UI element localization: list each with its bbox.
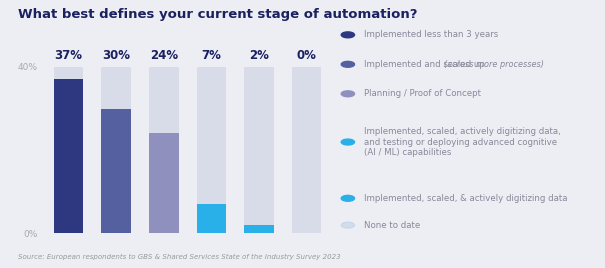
Text: Implemented, scaled, actively digitizing data,: Implemented, scaled, actively digitizing… <box>364 127 560 136</box>
Bar <box>102 109 131 233</box>
Bar <box>102 67 131 233</box>
Bar <box>244 67 273 233</box>
Bar <box>149 67 178 233</box>
Bar <box>292 67 321 233</box>
Text: (AI / ML) capabilities: (AI / ML) capabilities <box>364 148 451 157</box>
Text: (across more processes): (across more processes) <box>444 60 544 69</box>
Text: 37%: 37% <box>54 49 82 62</box>
Text: What best defines your current stage of automation?: What best defines your current stage of … <box>18 8 417 21</box>
Bar <box>149 133 178 233</box>
Text: Implemented and scaled up: Implemented and scaled up <box>364 60 487 69</box>
Bar <box>54 79 83 233</box>
Text: Planning / Proof of Concept: Planning / Proof of Concept <box>364 89 480 98</box>
Bar <box>244 225 273 233</box>
Text: None to date: None to date <box>364 221 420 230</box>
Text: 2%: 2% <box>249 49 269 62</box>
Bar <box>54 67 83 233</box>
Text: 30%: 30% <box>102 49 130 62</box>
Text: 0%: 0% <box>296 49 316 62</box>
Bar <box>197 204 226 233</box>
Text: Implemented less than 3 years: Implemented less than 3 years <box>364 30 498 39</box>
Text: Source: European respondents to GBS & Shared Services State of the Industry Surv: Source: European respondents to GBS & Sh… <box>18 254 341 260</box>
Text: 7%: 7% <box>201 49 221 62</box>
Text: Implemented, scaled, & actively digitizing data: Implemented, scaled, & actively digitizi… <box>364 194 567 203</box>
Text: 24%: 24% <box>149 49 178 62</box>
Bar <box>197 67 226 233</box>
Text: and testing or deploying advanced cognitive: and testing or deploying advanced cognit… <box>364 137 557 147</box>
